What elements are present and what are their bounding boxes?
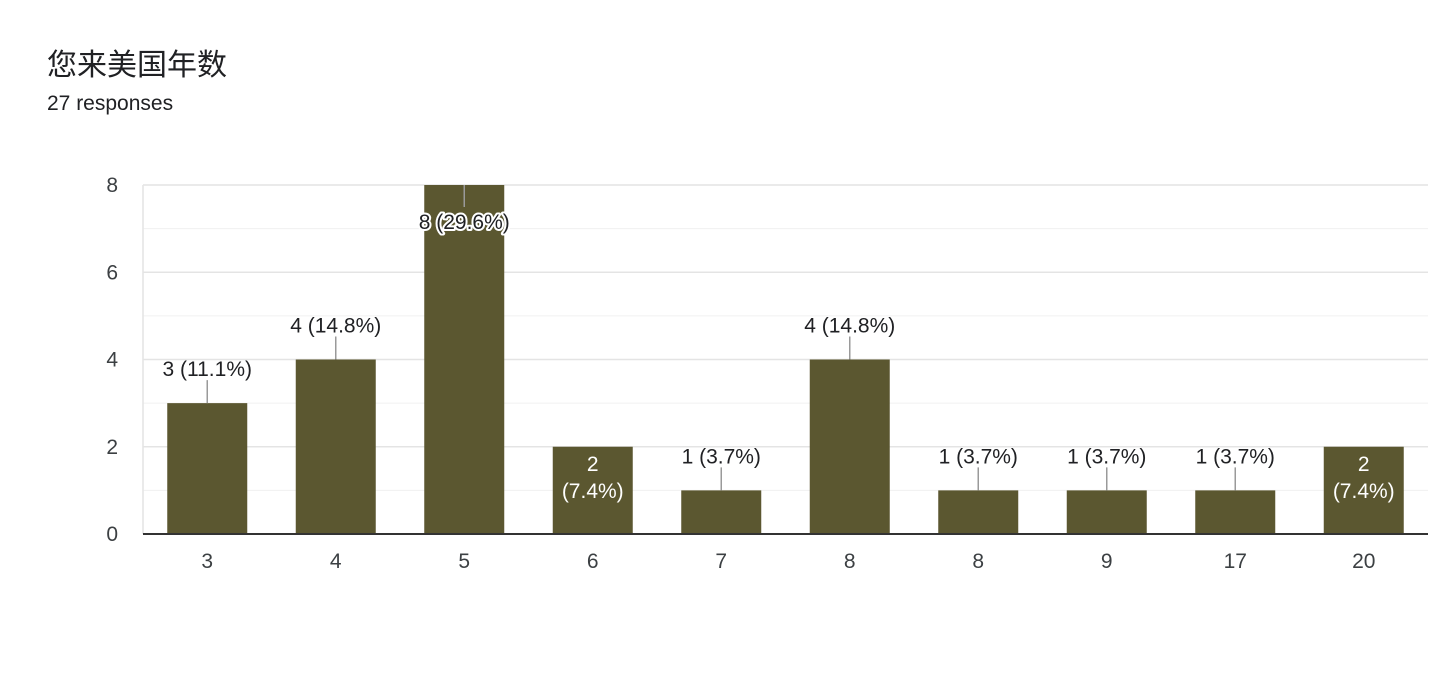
x-tick-label: 8	[972, 550, 984, 573]
x-tick-label: 9	[1101, 550, 1113, 573]
data-label: 1 (3.7%)	[939, 445, 1018, 468]
y-tick-label: 8	[106, 174, 118, 197]
x-tick-label: 4	[330, 550, 342, 573]
x-tick-label: 20	[1352, 550, 1375, 573]
x-tick-label: 7	[715, 550, 727, 573]
bar	[552, 446, 633, 534]
bar	[938, 490, 1019, 534]
data-label: 2 (7.4%)	[562, 453, 624, 503]
bar	[809, 359, 890, 534]
data-label: 2 (7.4%)	[1333, 453, 1395, 503]
data-label: 1 (3.7%)	[1196, 445, 1275, 468]
bar	[167, 403, 248, 534]
x-tick-label: 8	[844, 550, 856, 573]
data-label: 1 (3.7%)	[682, 445, 761, 468]
data-label: 4 (14.8%)	[290, 315, 381, 338]
response-count: 27 responses	[47, 92, 174, 115]
bar	[1323, 446, 1404, 534]
y-tick-label: 0	[106, 523, 118, 546]
bar	[1195, 490, 1276, 534]
y-tick-label: 6	[106, 261, 118, 284]
x-tick-label: 17	[1224, 550, 1247, 573]
bar	[424, 185, 505, 534]
bar	[1066, 490, 1147, 534]
y-tick-label: 4	[106, 349, 118, 372]
x-tick-label: 5	[458, 550, 470, 573]
chart-header: 您来美国年数 27 responses	[47, 44, 227, 118]
data-label: 8 (29.6%)	[419, 211, 510, 234]
bar	[295, 359, 376, 534]
data-label: 4 (14.8%)	[804, 315, 895, 338]
x-tick-label: 6	[587, 550, 599, 573]
data-label: 1 (3.7%)	[1067, 445, 1146, 468]
chart-title: 您来美国年数	[47, 48, 227, 83]
data-label: 3 (11.1%)	[163, 358, 253, 381]
y-tick-label: 2	[106, 436, 118, 459]
x-tick-label: 3	[201, 550, 213, 573]
bar	[681, 490, 762, 534]
